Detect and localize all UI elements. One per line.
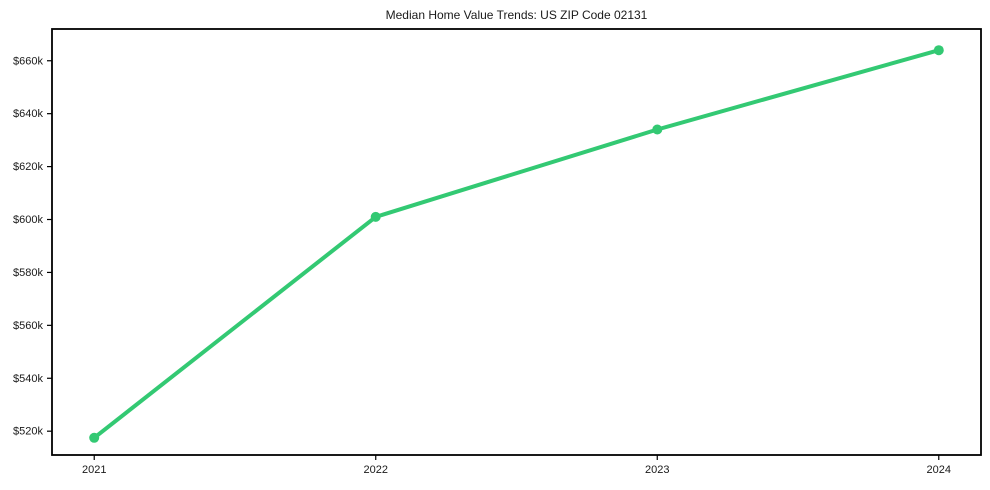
data-point-2021 <box>89 432 100 443</box>
y-tick-label: $520k <box>13 426 43 438</box>
trend-line <box>92 48 941 440</box>
y-tick-label: $540k <box>13 373 43 385</box>
plot-area-border <box>51 28 982 456</box>
x-tick-label: 2024 <box>927 464 951 476</box>
y-tick-label: $640k <box>13 108 43 120</box>
y-tick-label: $580k <box>13 267 43 279</box>
x-tick-label: 2021 <box>82 464 106 476</box>
data-point-2022 <box>370 211 381 222</box>
x-tick-label: 2023 <box>645 464 669 476</box>
y-tick-label: $660k <box>13 55 43 67</box>
y-tick-label: $600k <box>13 214 43 226</box>
data-point-2024 <box>933 45 944 56</box>
y-tick-label: $560k <box>13 320 43 332</box>
x-tick-label: 2022 <box>364 464 388 476</box>
data-point-2023 <box>652 124 663 135</box>
y-tick-label: $620k <box>13 161 43 173</box>
chart-title: Median Home Value Trends: US ZIP Code 02… <box>385 8 648 22</box>
